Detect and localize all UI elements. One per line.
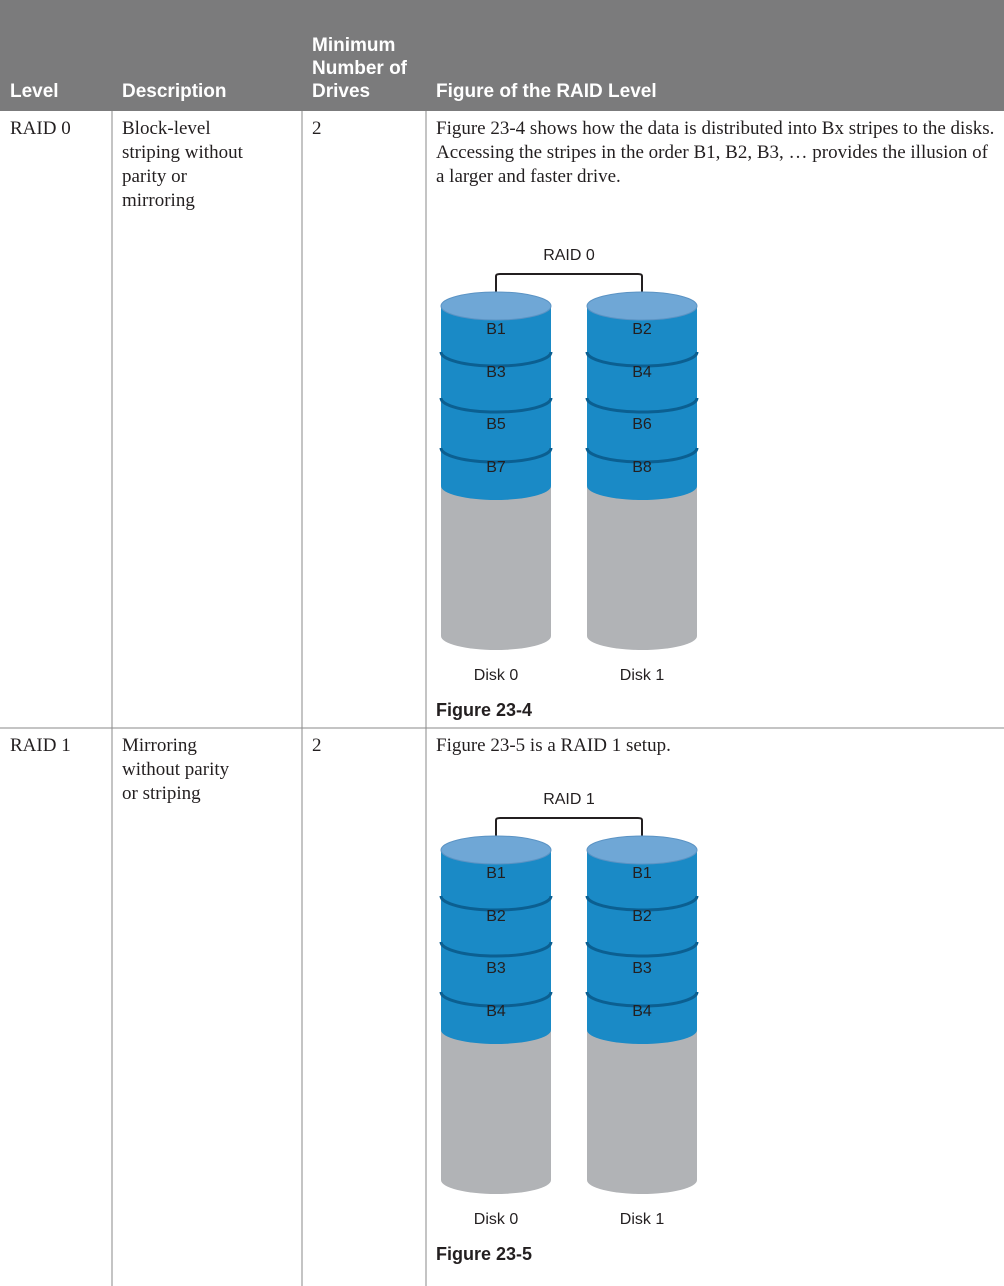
level-cell: RAID 1 (10, 735, 71, 756)
stripe-separator (439, 447, 553, 464)
block-label: B3 (632, 960, 652, 977)
figure-text: Figure 23-5 is a RAID 1 setup. (436, 735, 671, 756)
stripe-separator (585, 895, 699, 912)
description-line: or striping (122, 783, 201, 804)
drives-cell: 2 (312, 735, 322, 756)
figure-caption: Figure 23-4 (436, 700, 533, 720)
block-label: B4 (632, 364, 652, 381)
block-label: B1 (486, 321, 506, 338)
disk-body-blue (587, 850, 697, 1044)
description-cell: Mirroring without parity or striping (122, 734, 229, 806)
description-line: parity or (122, 166, 187, 187)
stripe-separator (585, 351, 699, 368)
block-label: B5 (486, 416, 506, 433)
block-label: B4 (486, 1003, 506, 1020)
stripe-separator (439, 397, 553, 414)
description-cell: Block-level striping without parity or mirr… (122, 117, 243, 213)
stripe-separator (585, 991, 699, 1008)
bracket (495, 817, 643, 850)
disk-top (440, 835, 552, 865)
figure-text: Figure 23-4 shows how the data is distri… (436, 118, 995, 187)
diagram-title: RAID 1 (543, 791, 595, 808)
disk-body-blue (441, 850, 551, 1044)
disk-body-gray (587, 1030, 697, 1194)
block-label: B1 (632, 865, 652, 882)
disk-top (586, 835, 698, 865)
block-label: B2 (632, 321, 652, 338)
stripe-separator (439, 991, 553, 1008)
figure-caption: Figure 23-5 (436, 1244, 533, 1264)
stripe-separator (585, 447, 699, 464)
header-cell: Minimum Number of Drives (312, 35, 407, 102)
header-cell: Level (10, 81, 59, 102)
disk-top (586, 291, 698, 321)
block-label: B6 (632, 416, 652, 433)
description-line: striping without (122, 142, 243, 163)
stripe-separator (439, 895, 553, 912)
disk-label: Disk 0 (474, 667, 519, 684)
disk-body-gray (441, 486, 551, 650)
stripe-separator (585, 941, 699, 958)
stripe-separator (585, 397, 699, 414)
disk-label: Disk 1 (620, 1211, 665, 1228)
stripe-separator (439, 941, 553, 958)
disk-body-gray (441, 1030, 551, 1194)
block-label: B7 (486, 459, 506, 476)
header-cell: Figure of the RAID Level (436, 81, 657, 102)
block-label: B3 (486, 960, 506, 977)
block-label: B2 (486, 908, 506, 925)
description-line: Mirroring (122, 735, 197, 756)
description-line: Block-level (122, 118, 211, 139)
disk-body-blue (441, 306, 551, 500)
disk-top (440, 291, 552, 321)
disk-body-gray (587, 486, 697, 650)
description-line: mirroring (122, 190, 195, 211)
block-label: B4 (632, 1003, 652, 1020)
block-label: B8 (632, 459, 652, 476)
header-cell: Description (122, 81, 227, 102)
disk-label: Disk 0 (474, 1211, 519, 1228)
block-label: B3 (486, 364, 506, 381)
drives-cell: 2 (312, 118, 322, 139)
bracket (495, 273, 643, 306)
description-line: without parity (122, 759, 230, 780)
diagram-title: RAID 0 (543, 247, 595, 264)
block-label: B1 (486, 865, 506, 882)
disk-label: Disk 1 (620, 667, 665, 684)
disk-body-blue (587, 306, 697, 500)
stripe-separator (439, 351, 553, 368)
block-label: B2 (632, 908, 652, 925)
table-header: Level Description Minimum Number of Driv… (0, 0, 1004, 111)
level-cell: RAID 0 (10, 118, 71, 139)
